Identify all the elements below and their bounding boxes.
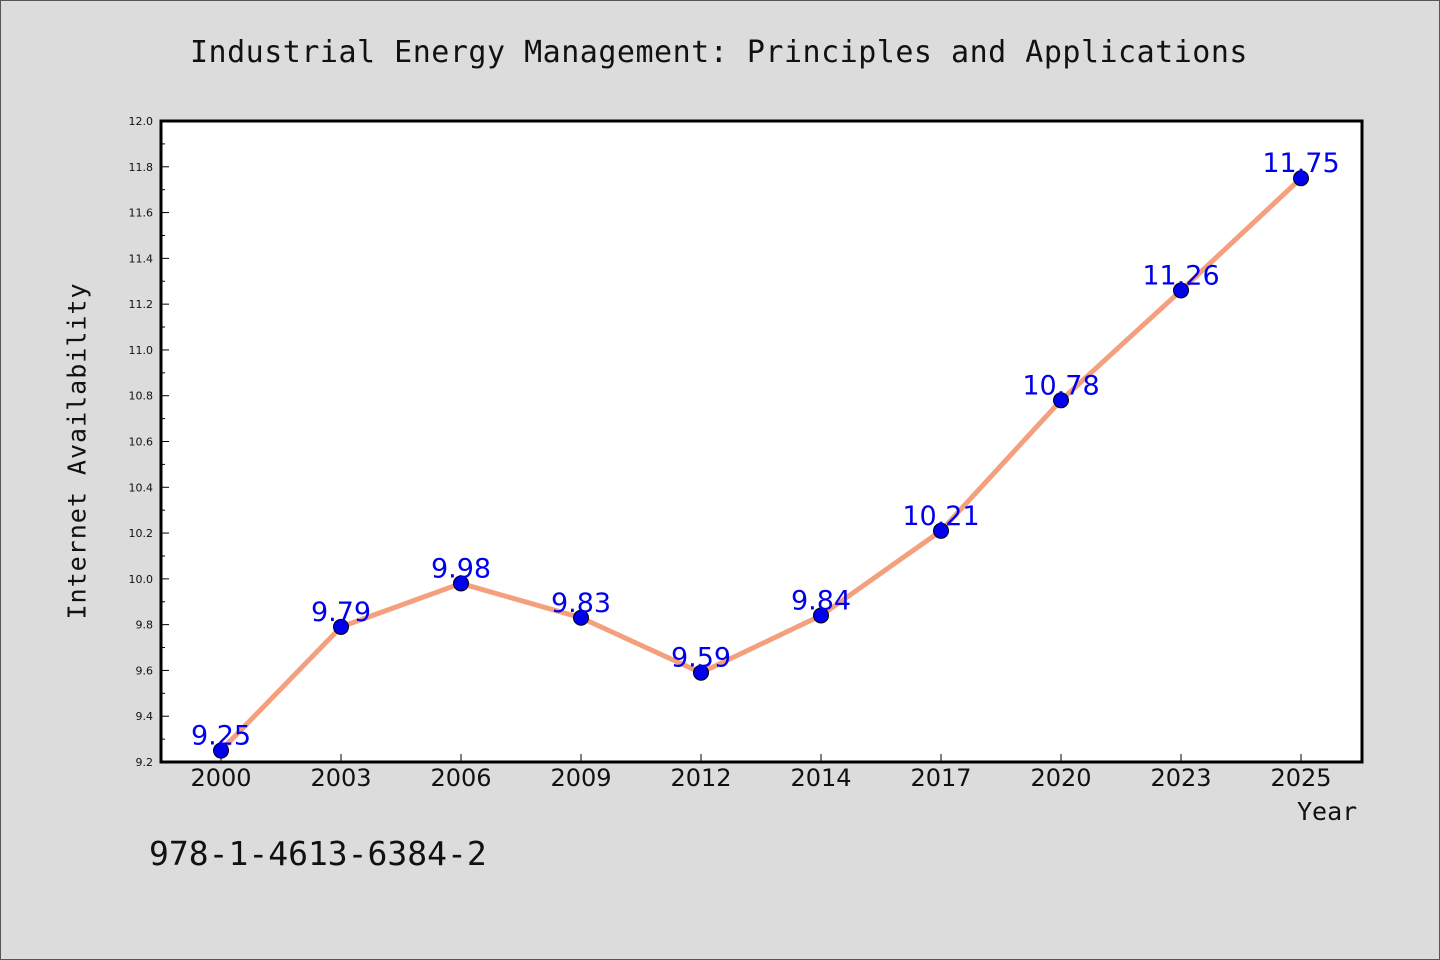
data-point <box>453 575 469 592</box>
x-axis-label: Year <box>1297 797 1358 826</box>
y-tick-label: 10.8 <box>129 390 154 403</box>
data-label: 9.59 <box>671 643 731 674</box>
data-label: 9.84 <box>791 585 851 616</box>
y-tick-label: 10.2 <box>129 527 154 540</box>
data-label: 11.75 <box>1262 148 1339 179</box>
data-label: 9.79 <box>311 597 371 628</box>
y-tick-label: 11.2 <box>129 298 154 311</box>
data-point <box>813 607 829 624</box>
x-tick-label: 2017 <box>910 764 971 792</box>
data-point <box>1293 170 1309 187</box>
series-line <box>218 175 1304 754</box>
x-axis-ticks: 2000 2003 2006 2009 2012 2014 2017 2020 2023 2025 <box>190 754 1332 792</box>
data-point <box>573 609 589 626</box>
data-point <box>213 742 229 759</box>
x-tick-label: 2003 <box>310 764 371 792</box>
x-tick-label: 2025 <box>1270 764 1331 792</box>
data-label: 10.78 <box>1022 370 1099 401</box>
data-label: 9.25 <box>191 721 251 752</box>
x-tick-label: 2009 <box>550 764 611 792</box>
y-tick-label: 9.4 <box>136 710 154 723</box>
y-tick-label: 9.6 <box>136 664 154 677</box>
x-tick-label: 2023 <box>1150 764 1211 792</box>
data-label: 11.26 <box>1142 260 1219 291</box>
x-tick-label: 2006 <box>430 764 491 792</box>
y-axis-ticks: 9.2 9.4 9.6 9.8 10.0 10.2 10.4 10.6 10.8 11.0 11.2… <box>129 115 169 769</box>
y-tick-label: 11.0 <box>129 344 154 357</box>
y-tick-label: 12.0 <box>129 115 154 128</box>
y-tick-label: 11.6 <box>129 207 154 220</box>
y-tick-label: 10.4 <box>129 481 154 494</box>
data-label: 9.83 <box>551 588 611 619</box>
data-labels: 9.25 9.79 9.98 9.83 9.59 9.84 10.21 10.78 11.26 1… <box>191 148 1340 751</box>
chart-title: Industrial Energy Management: Principles… <box>189 35 1248 70</box>
data-label: 10.21 <box>902 501 979 532</box>
data-point <box>1173 282 1189 299</box>
y-tick-label: 11.4 <box>129 252 154 265</box>
x-tick-label: 2012 <box>670 764 731 792</box>
y-tick-label: 11.8 <box>129 161 154 174</box>
y-tick-label: 9.8 <box>136 619 154 632</box>
x-tick-label: 2000 <box>190 764 251 792</box>
y-tick-label: 9.2 <box>136 756 154 769</box>
x-tick-label: 2020 <box>1030 764 1091 792</box>
data-point <box>1053 392 1069 409</box>
series-line-group <box>218 175 1304 754</box>
plot-area <box>159 119 1364 764</box>
x-tick-label: 2014 <box>790 764 851 792</box>
data-label: 9.98 <box>431 553 491 584</box>
data-point <box>933 522 949 539</box>
y-tick-label: 10.0 <box>129 573 154 586</box>
data-point <box>333 618 349 635</box>
data-point <box>693 664 709 681</box>
y-tick-label: 10.6 <box>129 436 154 449</box>
data-markers <box>213 170 1309 759</box>
isbn-text: 978-1-4613-6384-2 <box>149 834 487 873</box>
